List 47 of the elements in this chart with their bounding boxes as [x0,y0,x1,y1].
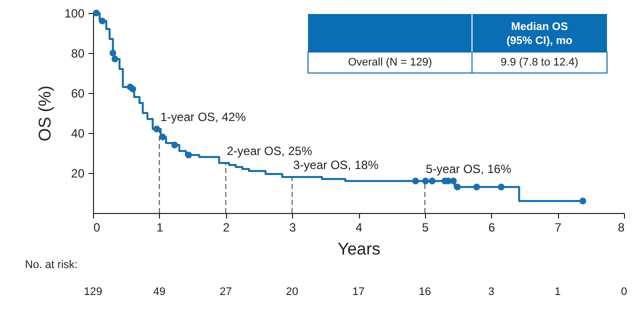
x-tick-label: 7 [554,220,562,234]
y-tick-label: 80 [71,46,85,60]
text: 129 [84,286,102,298]
point [129,86,136,92]
point [473,184,480,190]
text: No. at risk: [25,259,78,271]
point [412,178,419,184]
y-axis-title: OS (%) [35,86,54,142]
point [110,50,116,56]
point [422,178,429,184]
point [112,56,118,62]
point [185,152,192,158]
text: 0 [620,286,628,298]
point [159,134,166,140]
text: 16 [418,286,431,298]
point [450,178,457,184]
x-axis-title: Years [338,240,380,258]
x-tick-label: 6 [488,220,496,234]
text: 27 [220,286,232,298]
x-tick-label: 3 [289,220,296,234]
point [92,10,100,16]
text: 1 [554,286,561,298]
annotation: 3-year OS, 18% [293,158,379,172]
point [171,142,178,148]
x-tick-label: 8 [618,220,625,234]
y-tick-label: 60 [71,86,85,100]
point [98,18,106,24]
text: 49 [153,286,166,298]
y-tick-label: 40 [71,126,85,140]
x-tick-label: 4 [356,220,363,234]
text: 17 [352,286,365,298]
annotation: 2-year OS, 25% [226,144,312,158]
x-tick-label: 1 [156,220,164,234]
point [498,184,505,190]
point [153,126,160,132]
point [428,178,436,184]
text: 3 [488,286,494,298]
text: 20 [286,286,298,298]
annotation: 1-year OS, 42% [160,110,246,124]
point [454,184,461,190]
point [579,198,586,204]
x-tick-label: 5 [422,220,430,234]
annotation: 5-year OS, 16% [426,162,512,176]
x-tick-label: 2 [222,220,230,234]
x-tick-label: 0 [94,220,100,234]
y-tick-label: 100 [64,6,85,20]
y-tick-label: 20 [71,166,85,180]
